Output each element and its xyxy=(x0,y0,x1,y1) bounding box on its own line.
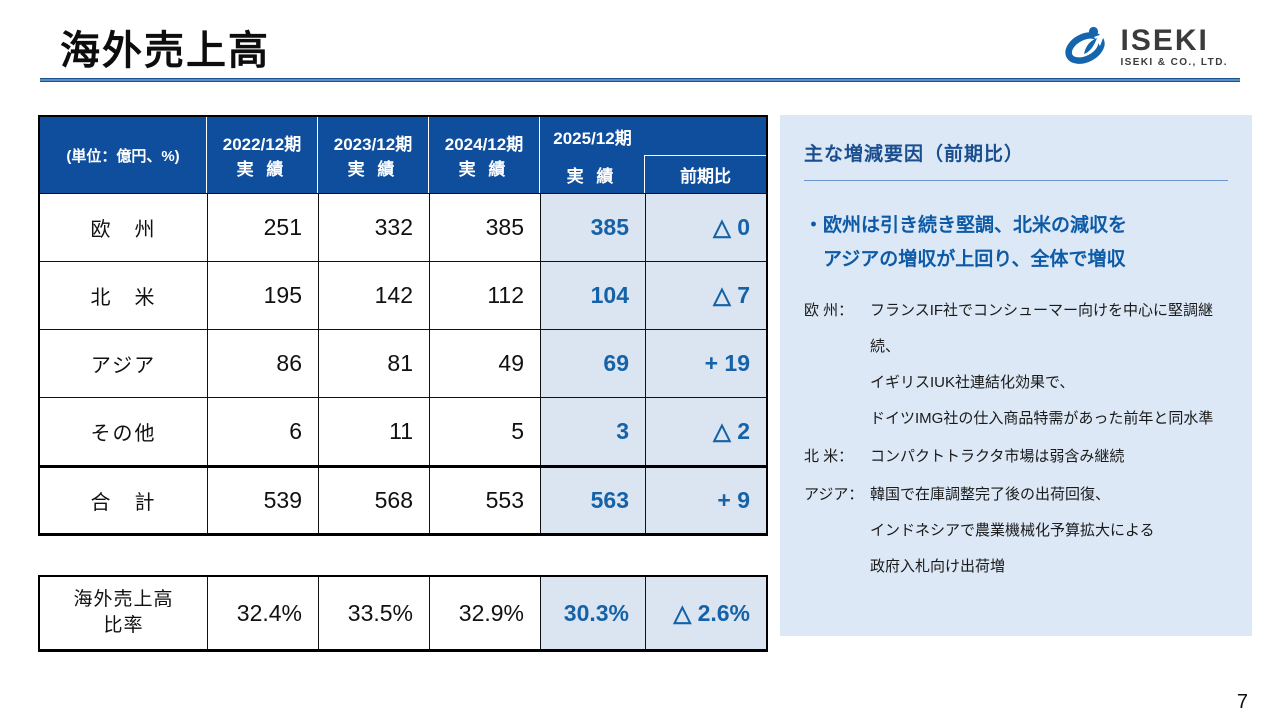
yoy-cell: △ 2 xyxy=(645,398,766,465)
iseki-emblem-icon xyxy=(1064,24,1112,71)
page-number: 7 xyxy=(1236,691,1248,713)
overseas-sales-ratio-table: 海外売上高 比率 32.4% 33.5% 32.9% 30.3% △ 2.6% xyxy=(38,575,768,652)
yoy-cell: △ 7 xyxy=(645,262,766,329)
value-cell: 251 xyxy=(207,194,318,261)
factors-panel: 主な増減要因（前期比） ・欧州は引き続き堅調、北米の減収を アジアの増収が上回り… xyxy=(780,115,1252,636)
factors-highlight: ・欧州は引き続き堅調、北米の減収を アジアの増収が上回り、全体で増収 xyxy=(804,215,1128,271)
table-header: (単位：億円、%) 2022/12期 実 績 2023/12期 実 績 2024… xyxy=(40,117,766,193)
overseas-sales-table: (単位：億円、%) 2022/12期 実 績 2023/12期 実 績 2024… xyxy=(38,115,768,536)
value-cell: 86 xyxy=(207,330,318,397)
value-cell: 81 xyxy=(318,330,429,397)
col-header-2025-sub: 実 績 xyxy=(540,155,645,193)
ratio-value-cell: 33.5% xyxy=(318,577,429,649)
factor-detail-europe: 欧 州： フランスIF社でコンシューマー向けを中心に堅調継続、 イギリスIUK社… xyxy=(804,293,1228,437)
region-label: 合 計 xyxy=(90,492,157,514)
region-label: アジア xyxy=(90,355,157,377)
factor-detail-north-america: 北 米： コンパクトトラクタ市場は弱含み継続 xyxy=(804,439,1228,475)
table-row-other: その他 6 11 5 3 △ 2 xyxy=(40,397,766,465)
factor-lines: 韓国で在庫調整完了後の出荷回復、 インドネシアで農業機械化予算拡大による 政府入… xyxy=(870,486,1155,576)
table-row-north-america: 北 米 195 142 112 104 △ 7 xyxy=(40,261,766,329)
col-header-2025-year: 2025/12期 xyxy=(553,128,632,148)
value-cell: 539 xyxy=(207,468,318,533)
page-title: 海外売上高 xyxy=(60,29,270,73)
yoy-cell: △ 0 xyxy=(645,194,766,261)
col-header-yoy: 前期比 xyxy=(645,155,766,193)
value-cell: 6 xyxy=(207,398,318,465)
col-header-2024: 2024/12期 実 績 xyxy=(429,117,540,193)
logo-wordmark: ISEKI xyxy=(1120,24,1209,57)
forecast-cell: 104 xyxy=(540,262,645,329)
factors-panel-title: 主な増減要因（前期比） xyxy=(804,144,1025,165)
ratio-label: 海外売上高 比率 xyxy=(73,589,174,636)
iseki-logo: ISEKI ISEKI & CO., LTD. xyxy=(1064,24,1228,71)
header-blank-cell xyxy=(645,117,766,155)
value-cell: 11 xyxy=(318,398,429,465)
col-header-2022: 2022/12期 実 績 xyxy=(207,117,318,193)
ratio-value-cell: 32.9% xyxy=(429,577,540,649)
forecast-cell: 3 xyxy=(540,398,645,465)
value-cell: 332 xyxy=(318,194,429,261)
factor-label: アジア： xyxy=(804,486,864,504)
forecast-cell: 563 xyxy=(540,468,645,533)
value-cell: 568 xyxy=(318,468,429,533)
ratio-row: 海外売上高 比率 32.4% 33.5% 32.9% 30.3% △ 2.6% xyxy=(40,577,766,649)
logo-company-name: ISEKI & CO., LTD. xyxy=(1120,57,1228,68)
factor-lines: フランスIF社でコンシューマー向けを中心に堅調継続、 イギリスIUK社連結化効果… xyxy=(870,302,1214,428)
value-cell: 49 xyxy=(429,330,540,397)
table-row-total: 合 計 539 568 553 563 + 9 xyxy=(40,465,766,533)
factor-lines: コンパクトトラクタ市場は弱含み継続 xyxy=(870,448,1125,466)
ratio-value-cell: 32.4% xyxy=(207,577,318,649)
ratio-yoy-cell: △ 2.6% xyxy=(645,577,766,649)
value-cell: 142 xyxy=(318,262,429,329)
factor-label: 欧 州： xyxy=(804,302,854,320)
yoy-cell: + 19 xyxy=(645,330,766,397)
region-label: その他 xyxy=(90,423,157,445)
factor-label: 北 米： xyxy=(804,448,854,466)
col-header-2023: 2023/12期 実 績 xyxy=(318,117,429,193)
value-cell: 195 xyxy=(207,262,318,329)
title-underline xyxy=(40,78,1240,82)
table-row-asia: アジア 86 81 49 69 + 19 xyxy=(40,329,766,397)
region-label: 欧 州 xyxy=(90,219,157,241)
forecast-cell: 69 xyxy=(540,330,645,397)
forecast-cell: 385 xyxy=(540,194,645,261)
value-cell: 553 xyxy=(429,468,540,533)
factor-detail-asia: アジア： 韓国で在庫調整完了後の出荷回復、 インドネシアで農業機械化予算拡大によ… xyxy=(804,477,1228,585)
value-cell: 385 xyxy=(429,194,540,261)
unit-label: (単位：億円、%) xyxy=(40,117,207,193)
value-cell: 5 xyxy=(429,398,540,465)
value-cell: 112 xyxy=(429,262,540,329)
table-row-europe: 欧 州 251 332 385 385 △ 0 xyxy=(40,193,766,261)
region-label: 北 米 xyxy=(90,287,157,309)
factor-details: 欧 州： フランスIF社でコンシューマー向けを中心に堅調継続、 イギリスIUK社… xyxy=(804,293,1228,585)
factors-divider xyxy=(804,180,1228,181)
yoy-cell: + 9 xyxy=(645,468,766,533)
ratio-forecast-cell: 30.3% xyxy=(540,577,645,649)
